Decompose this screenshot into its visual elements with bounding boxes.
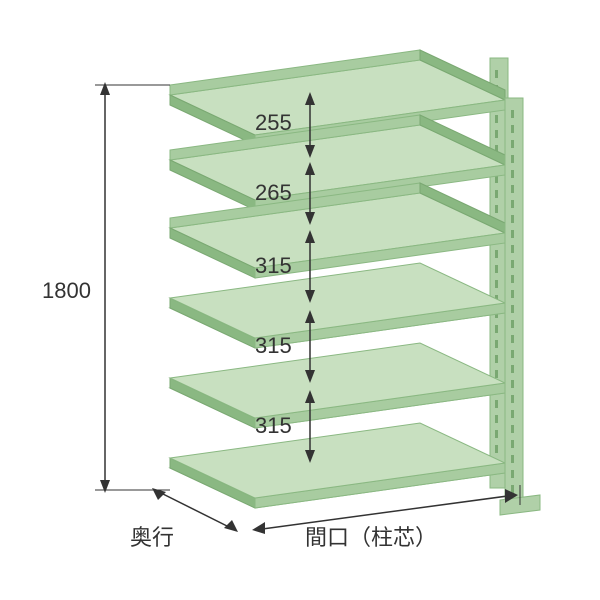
gap-label-5: 315	[255, 413, 292, 439]
height-label: 1800	[42, 278, 91, 304]
width-label: 間口（柱芯）	[305, 520, 437, 552]
height-dimension	[95, 82, 170, 493]
shelf-4	[170, 263, 505, 348]
shelf-6	[170, 423, 505, 508]
shelf-3	[170, 183, 505, 278]
gap-label-2: 265	[255, 180, 292, 206]
front-post	[500, 98, 540, 515]
gap-label-1: 255	[255, 110, 292, 136]
depth-label: 奥行	[130, 520, 174, 552]
shelf-5	[170, 343, 505, 428]
gap-label-4: 315	[255, 333, 292, 359]
gap-label-3: 315	[255, 253, 292, 279]
